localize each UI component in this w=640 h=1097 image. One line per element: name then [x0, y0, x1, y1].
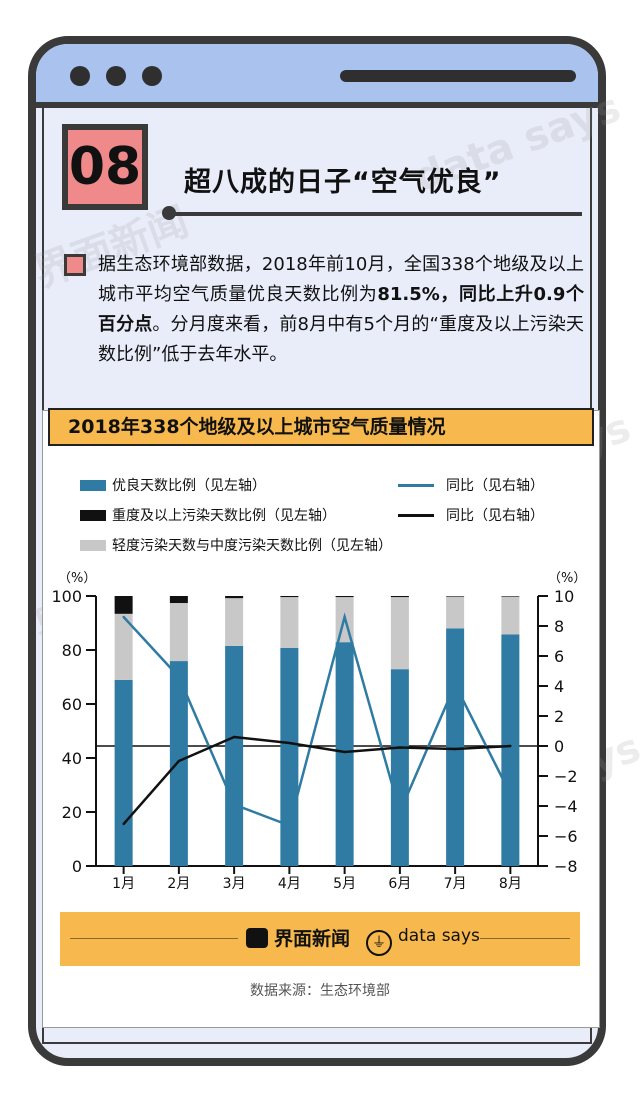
- brand-datasays-label: data says: [398, 926, 480, 946]
- datasays-logo-icon: ⏚: [366, 930, 392, 956]
- intro-paragraph: 据生态环境部数据，2018年前10月，全国338个地级及以上城市平均空气质量优良…: [98, 250, 584, 370]
- page-title: 超八成的日子“空气优良”: [184, 167, 502, 198]
- brand-jiemian-label: 界面新闻: [274, 928, 351, 950]
- brand-datasays: ⏚ data says: [366, 926, 480, 956]
- window-dot: [70, 66, 90, 86]
- legend-label-heavy: 重度及以上污染天数比例（见左轴）: [112, 508, 336, 524]
- section-number-badge: 08: [62, 124, 148, 210]
- footer-rule: [480, 938, 570, 939]
- section-number: 08: [68, 130, 142, 204]
- top-bar: [36, 44, 598, 108]
- paragraph-text: 。分月度来看，前8月中有5个月的“重度及以上污染天数比例”低于去年水平。: [98, 314, 584, 365]
- legend-label-light: 轻度污染天数与中度污染天数比例（见左轴）: [112, 538, 392, 554]
- legend-label-good: 优良天数比例（见左轴）: [112, 478, 266, 494]
- footer-rule: [70, 938, 238, 939]
- legend-swatch-heavy: [80, 510, 106, 521]
- footer-banner: 界面新闻 ⏚ data says: [60, 912, 580, 966]
- legend-swatch-good: [80, 480, 106, 491]
- brand-jiemian: 界面新闻: [246, 924, 350, 951]
- legend-line-heavy: [398, 514, 434, 517]
- paragraph-text: 据生态环境部数据，2018年前10月，全国338个地级及以上城市平均空气质量优良…: [98, 254, 584, 305]
- title-underline: [174, 212, 582, 216]
- legend-line-good: [398, 484, 434, 487]
- title-underline-dot: [162, 206, 176, 220]
- legend-label-line-good: 同比（见右轴）: [446, 478, 544, 494]
- jiemian-logo-icon: [246, 928, 268, 948]
- legend-label-line-heavy: 同比（见右轴）: [446, 508, 544, 524]
- paragraph-highlight: 81.5%，同比上升0.9个百分点: [98, 284, 584, 335]
- chart-title: 2018年338个地级及以上城市空气质量情况: [48, 408, 594, 446]
- bullet-square-icon: [64, 254, 86, 276]
- legend-swatch-light: [80, 540, 106, 551]
- data-source: 数据来源：生态环境部: [250, 983, 390, 999]
- window-dot: [106, 66, 126, 86]
- speaker-bar: [340, 70, 576, 82]
- window-dot: [142, 66, 162, 86]
